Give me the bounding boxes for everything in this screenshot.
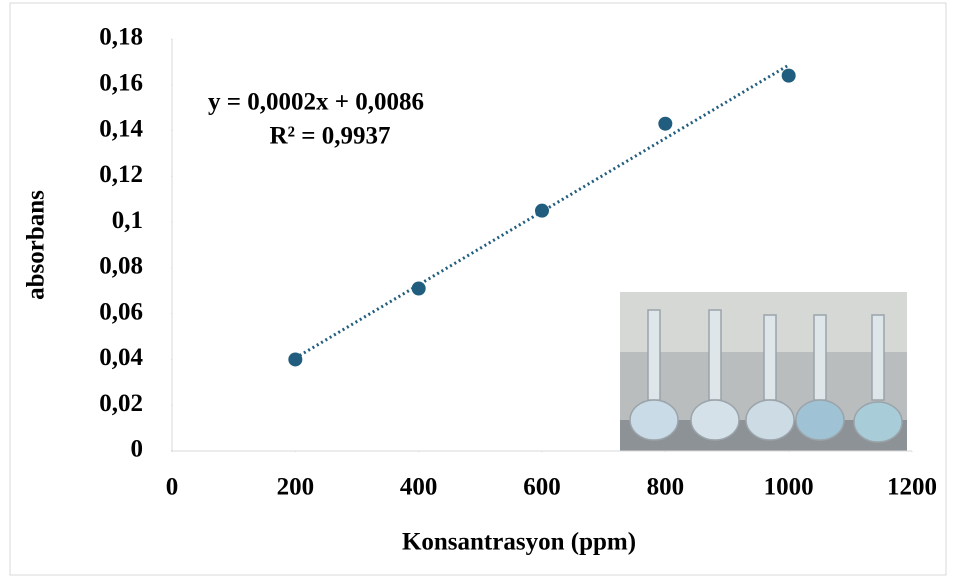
data-point: [658, 116, 673, 131]
chart-border: [9, 2, 947, 576]
x-tick-label: 1200: [887, 474, 937, 501]
x-axis-title: Konsantrasyon (ppm): [402, 529, 636, 556]
x-tick-label: 1000: [764, 474, 814, 501]
x-tick-label: 0: [166, 474, 179, 501]
y-tick-label: 0,16: [99, 70, 143, 97]
y-tick-label: 0,04: [99, 344, 143, 371]
equation: y = 0,0002x + 0,0086: [208, 89, 424, 116]
data-point: [781, 68, 796, 83]
r-squared: R² = 0,9937: [269, 123, 390, 150]
x-tick-label: 600: [523, 474, 561, 501]
y-tick-label: 0: [131, 436, 144, 463]
data-point: [535, 203, 549, 218]
y-tick-label: 0,1: [112, 207, 143, 234]
inset-photo: [620, 292, 907, 451]
y-tick-label: 0,08: [99, 253, 143, 280]
x-tick-label: 400: [400, 474, 438, 501]
y-tick-label: 0,18: [99, 24, 143, 51]
y-tick-label: 0,06: [99, 298, 143, 325]
x-tick-label: 800: [647, 474, 685, 501]
y-tick-label: 0,14: [99, 115, 143, 142]
data-point: [288, 352, 303, 367]
y-tick-label: 0,02: [99, 390, 143, 417]
y-axis-title: absorbans: [23, 190, 50, 300]
y-tick-label: 0,12: [99, 161, 143, 188]
data-point: [411, 281, 426, 296]
x-tick-label: 200: [277, 474, 315, 501]
